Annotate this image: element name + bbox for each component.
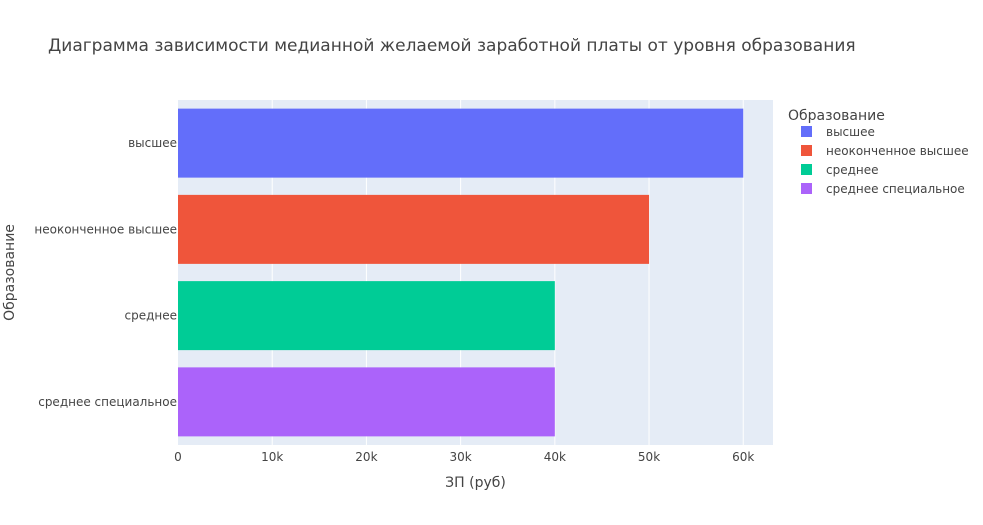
x-tick-label: 20k (355, 450, 377, 464)
legend-title: Образование (788, 108, 885, 124)
y-tick-label: неоконченное высшее (34, 222, 177, 236)
y-axis-ticks: высшее неоконченное высшее среднее среднее … (34, 136, 177, 409)
x-tick-label: 10k (261, 450, 283, 464)
chart-title: Диаграмма зависимости медианной желаемой… (48, 36, 856, 56)
legend-swatch (801, 183, 812, 194)
y-tick-label: высшее (128, 136, 177, 150)
bars (178, 108, 744, 437)
legend-swatch (801, 126, 812, 137)
y-axis-title: Образование (2, 224, 18, 321)
legend-swatch (801, 145, 812, 156)
legend-item-label: среднее (826, 163, 879, 177)
bar (178, 281, 555, 351)
legend-item-label: среднее специальное (826, 182, 965, 196)
x-tick-label: 40k (544, 450, 566, 464)
bar (178, 108, 744, 178)
x-tick-label: 60k (732, 450, 754, 464)
bar (178, 194, 650, 264)
x-axis-title: ЗП (руб) (445, 475, 506, 491)
x-tick-label: 50k (638, 450, 660, 464)
x-tick-label: 30k (450, 450, 472, 464)
y-tick-label: среднее (124, 309, 177, 323)
legend-swatch (801, 164, 812, 175)
x-axis-ticks: 0 10k 20k 30k 40k 50k 60k (174, 450, 754, 464)
x-tick-label: 0 (174, 450, 182, 464)
y-tick-label: среднее специальное (38, 395, 177, 409)
bar (178, 367, 555, 437)
legend-item-label: высшее (826, 125, 875, 139)
legend-item-label: неоконченное высшее (826, 144, 969, 158)
legend: Образование высшее неоконченное высшее сре… (788, 108, 969, 196)
